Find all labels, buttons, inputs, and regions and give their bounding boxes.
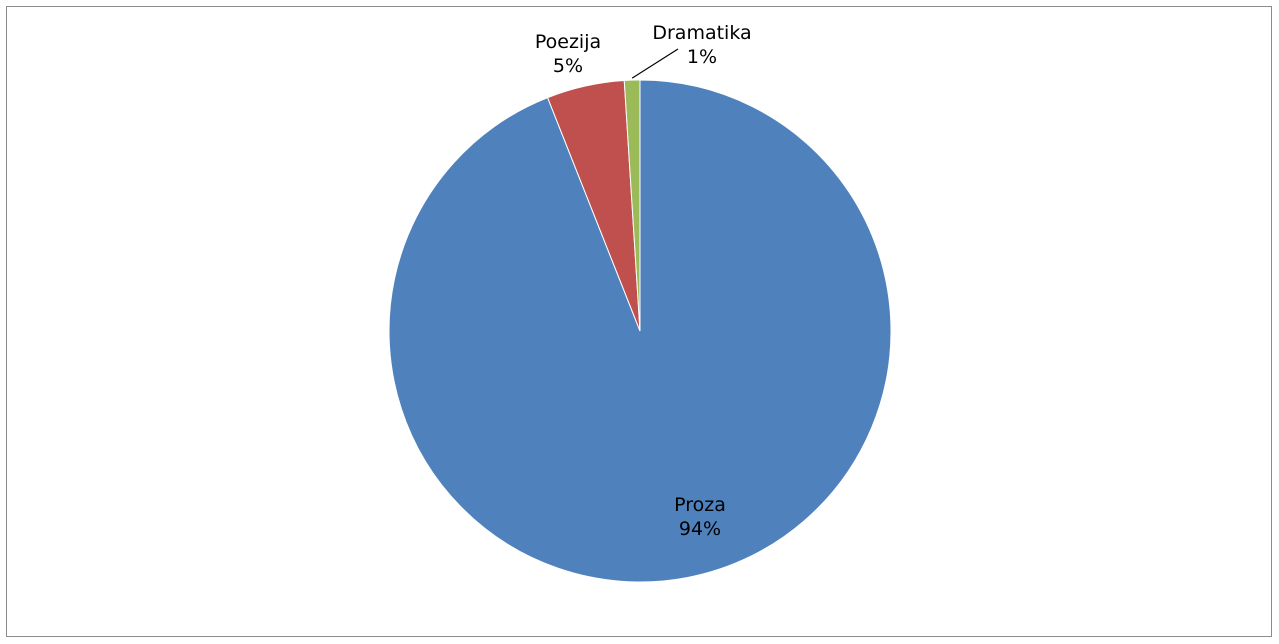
leader-lines	[631, 48, 679, 79]
data-label-percent: 1%	[687, 46, 717, 68]
data-label-proza: Proza 94%	[674, 494, 726, 540]
data-label-poezija: Poezija 5%	[535, 31, 601, 77]
pie-slices	[388, 79, 892, 583]
data-label-percent: 94%	[679, 518, 721, 540]
data-label-name: Dramatika	[652, 22, 751, 44]
leader-line-dramatika	[631, 48, 679, 79]
data-labels: Proza 94% Poezija 5% Dramatika 1%	[535, 22, 752, 540]
data-label-dramatika: Dramatika 1%	[652, 22, 751, 68]
data-label-percent: 5%	[553, 55, 583, 77]
pie-slice-dramatika	[623, 79, 641, 332]
data-label-name: Poezija	[535, 31, 601, 53]
data-label-name: Proza	[674, 494, 726, 516]
